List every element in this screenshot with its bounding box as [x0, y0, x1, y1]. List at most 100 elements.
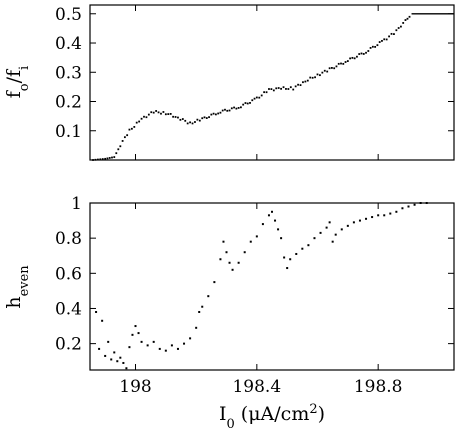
data-point	[425, 202, 428, 204]
data-point	[117, 148, 120, 151]
data-point	[344, 61, 347, 63]
x-tick-label: 198.4	[232, 377, 281, 397]
y-tick-label: 0.4	[55, 299, 82, 319]
data-point	[340, 228, 343, 231]
data-point	[189, 337, 192, 340]
data-point	[126, 134, 129, 137]
data-point	[277, 228, 280, 231]
data-point	[113, 351, 116, 354]
data-point	[304, 80, 307, 83]
x-tick-label: 198	[119, 377, 151, 397]
data-point	[162, 111, 165, 113]
data-point	[267, 214, 270, 217]
data-point	[371, 216, 374, 219]
data-point	[104, 157, 107, 160]
data-point	[376, 44, 379, 47]
data-point	[195, 326, 198, 329]
data-point	[138, 120, 141, 123]
data-point	[186, 122, 189, 125]
data-point	[228, 109, 231, 112]
data-point	[297, 83, 299, 86]
data-point	[242, 103, 245, 106]
data-point	[249, 102, 251, 104]
y-tick-label: 0.3	[55, 63, 82, 83]
data-point	[311, 76, 314, 79]
data-point	[107, 340, 110, 343]
data-point	[110, 358, 113, 361]
y-tick-label: 0.1	[55, 122, 82, 142]
x-axis-title: I0 (μA/cm2)	[219, 402, 325, 430]
data-point	[217, 112, 220, 115]
data-point	[198, 119, 201, 122]
data-point	[337, 62, 340, 65]
y-tick-label: 0.5	[55, 5, 82, 25]
data-point	[201, 305, 204, 308]
data-point	[331, 240, 334, 243]
data-point	[207, 295, 210, 298]
data-point	[385, 38, 388, 41]
data-point	[201, 117, 204, 120]
x-tick-labels: 198 198.4 198.8	[119, 377, 402, 397]
data-point	[275, 87, 278, 90]
data-point	[208, 116, 210, 119]
y-axis-title-top: fo/fi	[3, 66, 32, 98]
data-point	[235, 107, 238, 110]
data-point	[152, 111, 155, 114]
data-point	[231, 268, 234, 271]
y-tick-label: 0.6	[55, 264, 82, 284]
data-point	[104, 354, 107, 357]
data-point	[334, 233, 337, 236]
data-point	[374, 46, 377, 48]
data-point	[196, 118, 199, 121]
data-point	[95, 310, 98, 313]
data-point	[137, 332, 140, 335]
data-point	[125, 367, 128, 370]
data-point	[287, 88, 290, 90]
data-point	[274, 219, 277, 222]
data-point	[285, 88, 287, 90]
data-point	[179, 118, 182, 121]
data-point	[377, 214, 380, 217]
data-point	[152, 340, 155, 343]
data-point	[390, 32, 393, 35]
data-point	[170, 344, 173, 347]
data-point	[295, 252, 298, 255]
data-point	[260, 94, 263, 97]
data-point	[371, 45, 374, 48]
data-point	[346, 60, 349, 62]
data-point	[383, 38, 386, 41]
data-point	[184, 119, 187, 122]
y-tick-label: 0.2	[55, 93, 82, 113]
data-point	[393, 33, 395, 35]
data-point	[389, 212, 392, 215]
data-point	[233, 106, 235, 109]
data-point	[174, 116, 177, 118]
data-point	[323, 69, 326, 72]
x-tick-label: 198.8	[354, 377, 403, 397]
data-point	[237, 107, 240, 109]
data-point	[122, 361, 125, 364]
data-point	[221, 109, 224, 112]
data-point	[400, 25, 402, 28]
data-point	[167, 113, 170, 115]
data-point	[240, 106, 242, 109]
data-point	[177, 116, 179, 119]
data-point	[96, 158, 99, 161]
panel-frequency-ratio: 0.1 0.2 0.3 0.4 0.5 fo/fi	[3, 4, 455, 161]
data-point	[158, 347, 161, 350]
data-point	[340, 62, 342, 65]
plot-frame-top	[89, 4, 455, 161]
data-point	[261, 223, 264, 226]
data-point	[335, 65, 338, 68]
data-point	[342, 62, 345, 65]
data-point	[402, 22, 405, 24]
data-point	[140, 117, 143, 120]
data-point	[369, 47, 372, 49]
data-point	[313, 237, 316, 240]
plot-frame-bottom	[89, 202, 455, 371]
data-point	[325, 226, 328, 229]
data-point	[309, 76, 312, 79]
data-point	[101, 319, 104, 322]
data-point	[213, 281, 216, 284]
data-point	[265, 91, 268, 94]
